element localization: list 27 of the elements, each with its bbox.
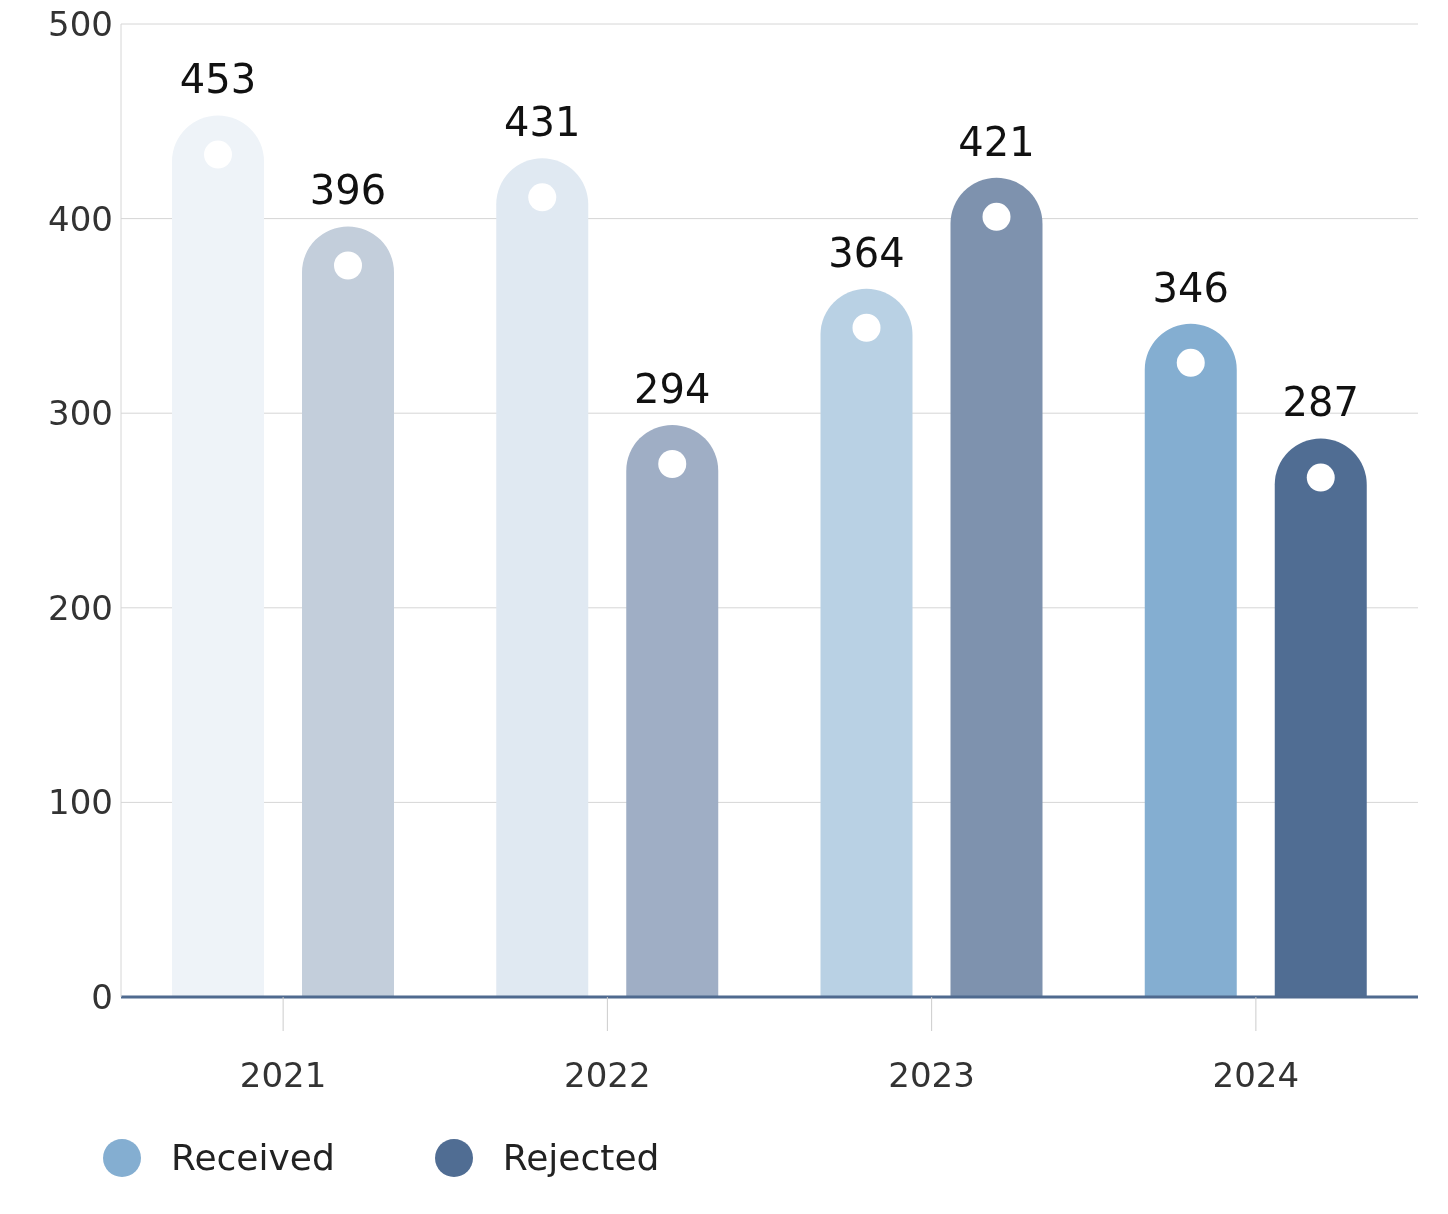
bar	[626, 424, 719, 997]
y-tick-label: 400	[48, 198, 113, 239]
data-label: 431	[504, 99, 581, 146]
y-tick-label: 200	[48, 587, 113, 628]
data-label: 364	[828, 229, 905, 276]
legend-label: Rejected	[502, 1137, 660, 1178]
legend-label: Received	[171, 1137, 335, 1178]
x-tick-label: 2022	[564, 1055, 651, 1096]
x-tick-label: 2024	[1212, 1055, 1300, 1096]
data-label: 453	[179, 56, 257, 103]
data-label: 287	[1282, 379, 1359, 426]
x-tick-label: 2023	[888, 1055, 975, 1096]
y-tick-label: 0	[91, 977, 113, 1018]
bar	[172, 115, 264, 997]
bar	[820, 288, 913, 997]
bar	[302, 226, 394, 997]
y-tick-label: 100	[48, 782, 113, 823]
data-label: 421	[958, 118, 1035, 165]
bar	[496, 158, 589, 997]
y-tick-label: 500	[48, 4, 113, 45]
data-label: 294	[634, 365, 711, 412]
bar	[950, 177, 1043, 997]
data-label: 346	[1152, 264, 1229, 311]
y-tick-label: 300	[48, 393, 113, 434]
x-tick-label: 2021	[239, 1055, 327, 1096]
bar	[1144, 323, 1237, 997]
data-label: 396	[309, 167, 387, 214]
